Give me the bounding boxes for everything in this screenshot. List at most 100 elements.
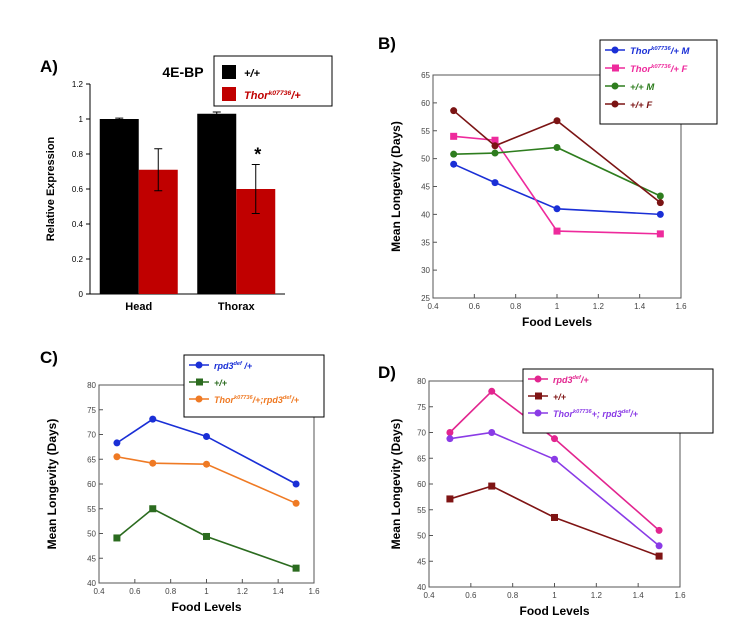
y-tick-label: 1.2 — [72, 80, 84, 89]
legend-sup: k07736 — [573, 409, 593, 415]
y-tick-label: 70 — [87, 431, 96, 440]
legend-marker — [196, 378, 203, 386]
legend-suffix: /+ F — [670, 64, 688, 75]
legend-marker — [535, 392, 542, 400]
data-point — [551, 435, 558, 443]
y-tick-label: 40 — [87, 579, 96, 588]
panel-label: C) — [40, 348, 58, 367]
legend-suffix: /+ — [580, 375, 590, 385]
x-tick-label: 1.6 — [308, 587, 320, 596]
panel-label: A) — [40, 57, 58, 76]
legend-name: +/+ — [630, 82, 646, 93]
legend-marker — [611, 100, 619, 108]
legend-sup: k07736 — [651, 46, 671, 52]
data-point — [491, 142, 499, 150]
legend-marker — [195, 395, 203, 403]
legend-name: Thor — [214, 395, 234, 405]
data-point — [491, 149, 499, 157]
x-tick-label: 0.4 — [427, 302, 439, 311]
legend-suffix: /+ M — [670, 46, 691, 57]
y-tick-label: 60 — [87, 480, 96, 489]
y-tick-label: 55 — [421, 127, 430, 136]
data-point — [656, 210, 664, 218]
legend-marker — [534, 409, 542, 417]
y-axis-label: Mean Longevity (Days) — [389, 419, 403, 550]
legend-marker — [195, 361, 203, 369]
data-point — [551, 455, 558, 463]
legend-sup2: def — [622, 409, 632, 415]
legend-name: +/+ — [553, 392, 567, 402]
legend-label: rpd3def /+ — [214, 361, 253, 371]
data-point — [551, 513, 558, 521]
series-line — [116, 455, 297, 505]
series-line — [453, 135, 661, 235]
data-point — [450, 160, 458, 168]
y-tick-label: 80 — [87, 381, 96, 390]
data-point — [656, 192, 664, 200]
panel-label: D) — [378, 363, 396, 382]
legend-suffix2: /+ — [290, 395, 300, 405]
data-point — [203, 460, 210, 468]
data-point — [446, 435, 454, 443]
x-tick-label: 1.4 — [633, 591, 645, 600]
x-tick-label: 1 — [552, 591, 557, 600]
data-point — [488, 429, 496, 436]
legend-name: rpd3 — [553, 375, 573, 385]
x-tick-label: 0.6 — [129, 587, 141, 596]
y-axis-label: Mean Longevity (Days) — [389, 121, 403, 252]
x-tick-label: 0.6 — [465, 591, 477, 600]
chart-title: 4E-BP — [162, 64, 203, 80]
legend-sup: def — [573, 375, 583, 381]
legend-suffix: M — [646, 82, 655, 93]
legend-label: +/+ F — [630, 100, 652, 111]
data-point — [149, 415, 157, 423]
x-tick-label: 1 — [204, 587, 209, 596]
y-tick-label: 0.2 — [72, 255, 84, 264]
legend-sup2: def — [283, 395, 293, 401]
series-line — [116, 507, 297, 569]
legend-name: +/+ — [630, 100, 646, 111]
significance-marker: * — [254, 145, 261, 165]
y-tick-label: 45 — [87, 554, 96, 563]
data-point — [656, 230, 664, 238]
data-point — [553, 227, 561, 235]
x-axis-label: Food Levels — [171, 600, 241, 614]
legend-suffix: /+ — [290, 90, 301, 102]
legend-marker — [534, 375, 542, 383]
legend-label: +/+ — [214, 378, 228, 388]
data-point — [149, 459, 157, 467]
y-tick-label: 0.4 — [72, 220, 84, 229]
y-tick-label: 25 — [421, 294, 430, 303]
y-tick-label: 65 — [87, 455, 96, 464]
series-line — [453, 163, 661, 216]
chart-panel-D: D) 0.4 0.6 0.8 1 1.2 1.4 1.6 40 45 50 55 60 65 70 75 80 F… — [378, 363, 714, 618]
data-point — [655, 526, 663, 534]
data-point — [491, 179, 499, 187]
data-point — [203, 432, 210, 440]
x-tick-label: 1.6 — [675, 302, 687, 311]
y-tick-label: 30 — [421, 266, 430, 275]
legend-sup: def — [234, 361, 244, 367]
legend-name: Thor — [553, 409, 573, 419]
x-tick-label: 1.4 — [273, 587, 285, 596]
y-tick-label: 80 — [417, 377, 426, 386]
series-line — [449, 485, 660, 557]
y-tick-label: 65 — [421, 71, 430, 80]
data-point — [113, 439, 121, 447]
legend-name: Thor — [630, 46, 652, 57]
legend-marker — [611, 46, 619, 54]
x-tick-label: 0.4 — [93, 587, 105, 596]
y-tick-label: 0.6 — [72, 185, 84, 194]
y-tick-label: 0 — [79, 290, 84, 299]
data-point — [113, 534, 121, 542]
data-point — [292, 480, 300, 488]
y-tick-label: 60 — [421, 99, 430, 108]
legend — [522, 368, 714, 434]
legend-label: Thork07736/+ F — [630, 64, 688, 75]
data-point — [446, 429, 454, 436]
legend-suffix: /+ — [242, 361, 253, 371]
legend-name: Thor — [244, 90, 269, 102]
data-point — [655, 542, 663, 550]
x-tick-label: 1.2 — [237, 587, 249, 596]
x-tick-label: 1.4 — [634, 302, 646, 311]
